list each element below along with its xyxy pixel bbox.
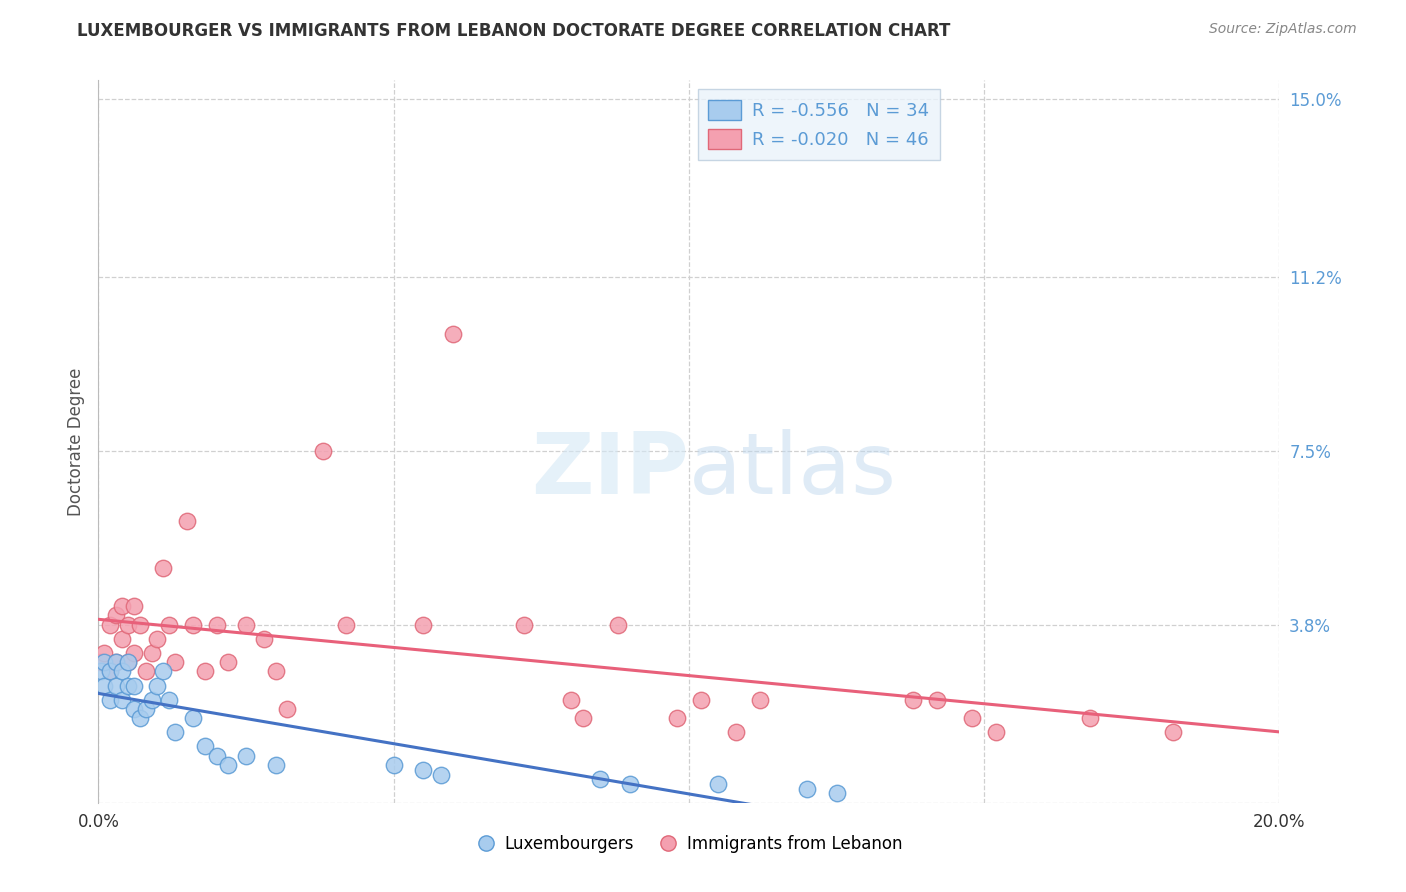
Point [181, 617, 204, 632]
Point [122, 702, 145, 716]
Point [725, 725, 748, 739]
Point [962, 711, 984, 725]
Point [141, 646, 163, 660]
Point [146, 679, 169, 693]
Point [93, 646, 115, 660]
Point [152, 665, 174, 679]
Point [122, 599, 145, 613]
Point [205, 617, 228, 632]
Point [105, 679, 128, 693]
Text: Source: ZipAtlas.com: Source: ZipAtlas.com [1209, 22, 1357, 37]
Point [105, 655, 128, 669]
Point [157, 692, 180, 706]
Point [253, 632, 276, 646]
Point [589, 772, 612, 787]
Point [925, 692, 948, 706]
Point [111, 599, 134, 613]
Point [146, 632, 169, 646]
Point [412, 617, 434, 632]
Point [165, 725, 187, 739]
Point [98, 665, 121, 679]
Point [98, 617, 121, 632]
Point [264, 758, 287, 772]
Point [560, 692, 582, 706]
Point [117, 617, 139, 632]
Point [157, 617, 180, 632]
Point [128, 617, 150, 632]
Point [111, 665, 134, 679]
Point [205, 748, 228, 763]
Point [619, 777, 641, 791]
Point [93, 679, 115, 693]
Point [117, 655, 139, 669]
Point [128, 711, 150, 725]
Point [194, 665, 217, 679]
Point [607, 617, 630, 632]
Point [512, 617, 534, 632]
Point [235, 617, 257, 632]
Point [122, 679, 145, 693]
Point [135, 665, 157, 679]
Point [441, 326, 464, 341]
Point [707, 777, 730, 791]
Point [312, 444, 335, 458]
Point [571, 711, 593, 725]
Point [235, 748, 257, 763]
Point [748, 692, 770, 706]
Point [122, 646, 145, 660]
Point [1161, 725, 1184, 739]
Point [666, 711, 689, 725]
Point [412, 763, 434, 777]
Text: LUXEMBOURGER VS IMMIGRANTS FROM LEBANON DOCTORATE DEGREE CORRELATION CHART: LUXEMBOURGER VS IMMIGRANTS FROM LEBANON … [77, 22, 950, 40]
Point [105, 608, 128, 623]
Point [825, 786, 848, 800]
Point [181, 711, 204, 725]
Point [264, 665, 287, 679]
Point [98, 665, 121, 679]
Y-axis label: Doctorate Degree: Doctorate Degree [66, 368, 84, 516]
Point [111, 632, 134, 646]
Point [111, 692, 134, 706]
Point [141, 692, 163, 706]
Point [93, 655, 115, 669]
Point [903, 692, 925, 706]
Point [152, 561, 174, 575]
Point [217, 655, 239, 669]
Point [689, 692, 711, 706]
Text: atlas: atlas [689, 429, 897, 512]
Point [90, 665, 112, 679]
Text: ZIP: ZIP [531, 429, 689, 512]
Point [796, 781, 818, 796]
Legend: Luxembourgers, Immigrants from Lebanon: Luxembourgers, Immigrants from Lebanon [470, 828, 908, 860]
Point [382, 758, 405, 772]
Point [194, 739, 217, 754]
Point [135, 702, 157, 716]
Point [430, 767, 453, 781]
Point [276, 702, 298, 716]
Point [335, 617, 357, 632]
Point [90, 655, 112, 669]
Point [98, 692, 121, 706]
Point [105, 655, 128, 669]
Point [1080, 711, 1102, 725]
Point [176, 514, 198, 528]
Point [117, 679, 139, 693]
Point [984, 725, 1007, 739]
Point [117, 655, 139, 669]
Point [165, 655, 187, 669]
Point [217, 758, 239, 772]
